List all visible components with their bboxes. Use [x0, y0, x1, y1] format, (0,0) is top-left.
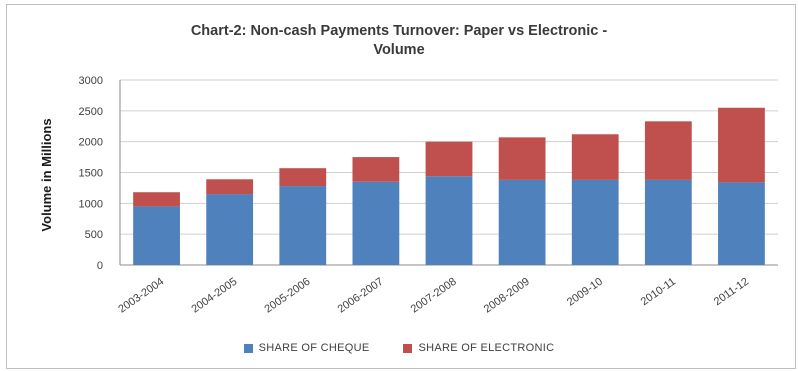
- bar-cheque: [279, 186, 327, 265]
- legend-label-cheque: SHARE OF CHEQUE: [258, 342, 370, 354]
- legend-item-cheque: SHARE OF CHEQUE: [243, 342, 370, 354]
- chart-title: Chart-2: Non-cash Payments Turnover: Pap…: [0, 22, 798, 60]
- x-tick-label: 2003-2004: [116, 276, 166, 316]
- y-tick-label: 3000: [79, 75, 103, 87]
- legend-swatch-electronic: [403, 343, 413, 353]
- bar-cheque: [133, 206, 180, 265]
- y-tick-label: 2000: [79, 137, 103, 149]
- y-tick-label: 1000: [79, 198, 103, 210]
- bar-cheque: [498, 179, 546, 265]
- bar-cheque: [644, 179, 692, 265]
- bar-electronic: [571, 134, 619, 180]
- bar-electronic: [718, 107, 765, 183]
- bar-electronic: [279, 168, 327, 187]
- y-tick-label: 0: [97, 260, 103, 272]
- chart-title-line1: Chart-2: Non-cash Payments Turnover: Pap…: [190, 23, 608, 39]
- bar-electronic: [425, 141, 473, 177]
- x-tick-label: 2007-2008: [409, 276, 459, 316]
- x-tick-label: 2009-10: [565, 276, 605, 309]
- bars: [133, 107, 765, 265]
- x-tick-label: 2004-2005: [189, 276, 239, 316]
- bar-electronic: [498, 137, 546, 180]
- x-tick-label: 2005-2006: [263, 276, 313, 316]
- bar-electronic: [352, 157, 400, 182]
- y-axis-label: Volume in Millions: [39, 118, 54, 231]
- bar-cheque: [425, 176, 473, 265]
- chart-title-line2: Volume: [373, 42, 425, 58]
- x-tick-label: 2010-11: [639, 276, 678, 309]
- bar-cheque: [718, 182, 765, 265]
- legend: SHARE OF CHEQUE SHARE OF ELECTRONIC: [0, 342, 798, 354]
- legend-swatch-cheque: [243, 343, 253, 353]
- x-tick-label: 2008-2009: [482, 276, 532, 316]
- x-tick-labels: 2003-2004 2004-2005 2005-2006 2006-2007 2007…: [116, 276, 751, 316]
- y-tick-labels: 0 500 1000 1500 2000 2500 3000: [79, 75, 103, 272]
- bar-cheque: [571, 179, 619, 265]
- bar-electronic: [133, 192, 180, 207]
- y-tick-label: 1500: [79, 168, 103, 180]
- y-tick-label: 500: [85, 229, 103, 241]
- legend-item-electronic: SHARE OF ELECTRONIC: [403, 342, 554, 354]
- bar-electronic: [206, 179, 254, 195]
- x-tick-label: 2006-2007: [336, 276, 386, 316]
- bar-cheque: [352, 181, 400, 265]
- y-tick-label: 2500: [79, 106, 103, 118]
- legend-label-electronic: SHARE OF ELECTRONIC: [418, 342, 555, 354]
- bar-electronic: [644, 121, 692, 180]
- bar-cheque: [206, 194, 254, 265]
- x-tick-label: 2011-12: [712, 276, 751, 309]
